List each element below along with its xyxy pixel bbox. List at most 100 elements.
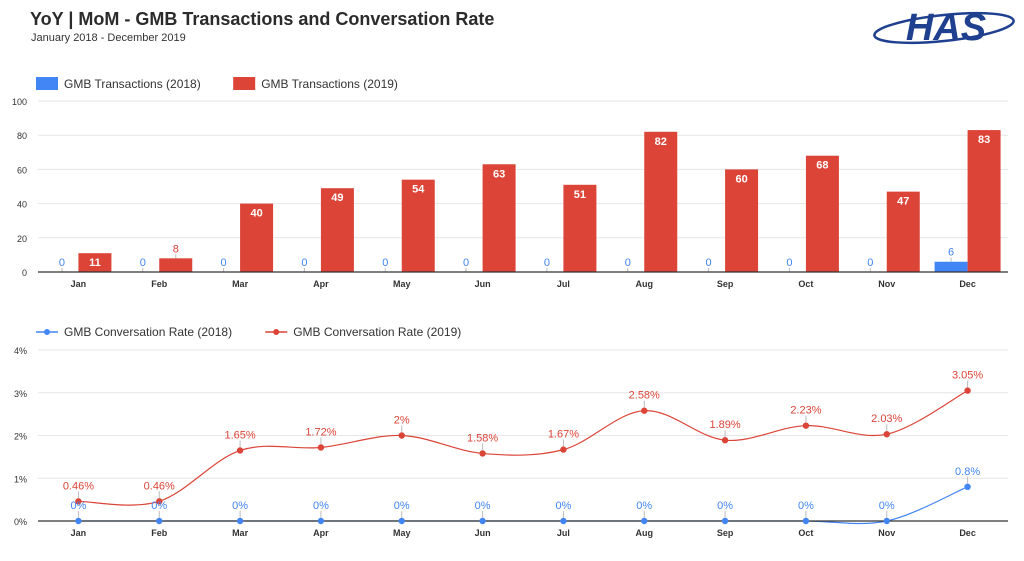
line-x-tick-label: Mar	[232, 528, 249, 538]
line-data-label: 0.46%	[63, 480, 94, 492]
bar-data-label: 0	[625, 257, 631, 269]
line-data-label: 0.8%	[955, 466, 980, 478]
page-title: YoY | MoM - GMB Transactions and Convers…	[30, 9, 495, 29]
legend-marker-0	[44, 329, 50, 335]
line-x-tick-label: Nov	[878, 528, 895, 538]
page-subtitle: January 2018 - December 2019	[31, 32, 186, 44]
line-y-tick-label: 0%	[14, 517, 27, 527]
line-point-0	[156, 517, 163, 525]
line-data-label: 1.72%	[305, 426, 336, 438]
line-point-1	[317, 444, 325, 451]
line-point-1	[641, 407, 648, 414]
line-point-0	[479, 517, 486, 525]
bar-x-tick-label: Jan	[71, 279, 87, 289]
bar-x-tick-label: Sep	[717, 279, 734, 289]
line-x-tick-label: Jul	[557, 528, 570, 538]
line-point-0	[641, 517, 648, 525]
bar-x-tick-label: Apr	[313, 279, 329, 289]
bar-data-label: 0	[301, 257, 307, 269]
bar-data-label: 40	[250, 208, 262, 220]
line-data-label: 0%	[879, 500, 895, 512]
line-data-label: 0%	[394, 500, 410, 512]
bar-x-tick-label: Nov	[878, 279, 895, 289]
bar-x-tick-label: Oct	[798, 279, 813, 289]
line-data-label: 1.67%	[548, 429, 579, 441]
bar-data-label: 6	[948, 247, 954, 259]
line-x-tick-label: Dec	[959, 528, 976, 538]
bar-1	[401, 179, 435, 272]
legend-label-bar-0: GMB Transactions (2018)	[64, 77, 201, 91]
bar-x-tick-label: Jul	[557, 279, 570, 289]
line-point-0	[802, 517, 810, 525]
line-data-label: 0%	[70, 500, 86, 512]
bar-x-tick-label: May	[393, 279, 411, 289]
line-point-0	[964, 483, 971, 490]
line-point-1	[721, 437, 729, 444]
bar-data-label: 0	[382, 257, 388, 269]
line-y-tick-label: 3%	[14, 389, 27, 399]
bar-x-tick-label: Jun	[475, 279, 491, 289]
line-data-label: 1.89%	[709, 419, 740, 431]
line-data-label: 2.58%	[629, 390, 660, 402]
line-y-tick-label: 4%	[14, 346, 27, 356]
line-x-tick-label: Oct	[798, 528, 813, 538]
line-data-label: 0%	[717, 500, 733, 512]
bar-1	[78, 253, 112, 272]
line-x-tick-label: May	[393, 528, 411, 538]
line-data-label: 2.23%	[790, 405, 821, 417]
line-x-tick-label: Feb	[151, 528, 168, 538]
line-data-label: 0%	[232, 500, 248, 512]
bar-data-label: 0	[786, 257, 792, 269]
bar-0	[934, 261, 968, 272]
bar-x-tick-label: Aug	[636, 279, 654, 289]
bar-y-tick-label: 20	[17, 234, 27, 244]
bar-x-tick-label: Feb	[151, 279, 168, 289]
bar-data-label: 63	[493, 168, 505, 180]
line-data-label: 0%	[151, 500, 167, 512]
line-data-label: 0%	[555, 500, 571, 512]
line-x-tick-label: Jun	[475, 528, 491, 538]
line-point-0	[560, 517, 567, 525]
legend-marker-1	[273, 329, 280, 335]
legend-label-bar-1: GMB Transactions (2019)	[261, 77, 398, 91]
logo-swoosh	[873, 11, 1015, 45]
line-x-tick-label: Sep	[717, 528, 734, 538]
line-x-tick-label: Jan	[71, 528, 87, 538]
line-data-label: 1.58%	[467, 432, 498, 444]
bar-data-label: 83	[978, 134, 990, 146]
bar-1	[563, 184, 597, 272]
bar-1	[886, 191, 920, 272]
bar-data-label: 0	[706, 257, 712, 269]
line-point-0	[317, 517, 325, 525]
line-x-tick-label: Aug	[636, 528, 654, 538]
line-point-0	[398, 517, 405, 525]
bar-data-label: 0	[463, 257, 469, 269]
legend-swatch-bar-1	[233, 77, 256, 90]
bar-data-label: 49	[331, 192, 343, 204]
bar-1	[644, 131, 678, 272]
line-y-tick-label: 2%	[14, 432, 27, 442]
line-point-1	[156, 498, 163, 505]
bar-1	[805, 155, 839, 272]
bar-x-tick-label: Dec	[959, 279, 976, 289]
legend-label-line-0: GMB Conversation Rate (2018)	[64, 325, 232, 339]
bar-data-label: 54	[412, 184, 425, 196]
line-point-1	[964, 387, 971, 394]
bar-data-label: 0	[544, 257, 550, 269]
bar-data-label: 11	[89, 257, 101, 269]
bar-y-tick-label: 40	[17, 200, 27, 210]
bar-data-label: 8	[173, 243, 179, 255]
line-point-1	[479, 450, 486, 457]
bar-y-tick-label: 60	[17, 165, 27, 175]
bar-data-label: 0	[867, 257, 873, 269]
line-data-label: 0%	[475, 500, 491, 512]
bar-y-tick-label: 100	[12, 97, 27, 107]
bar-data-label: 82	[655, 136, 667, 148]
line-data-label: 2.03%	[871, 413, 902, 425]
line-point-1	[883, 431, 890, 438]
legend-swatch-bar-0	[36, 77, 58, 90]
bar-data-label: 47	[897, 196, 909, 208]
line-data-label: 3.05%	[952, 370, 983, 382]
bar-1	[240, 203, 274, 272]
